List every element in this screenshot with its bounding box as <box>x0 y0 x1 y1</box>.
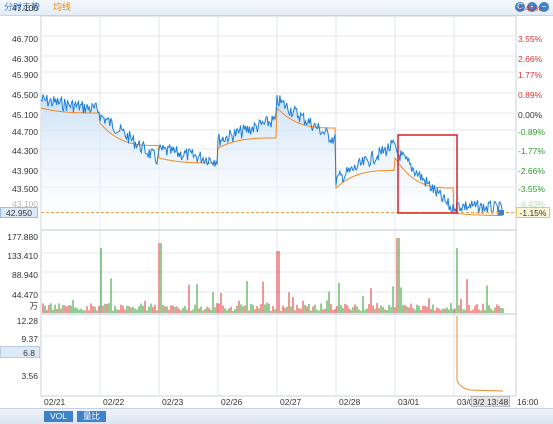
price-tick: 45.900 <box>12 70 38 80</box>
date-tick: 02/26 <box>221 397 243 407</box>
tab-intraday[interactable]: 分时走势 <box>4 2 41 12</box>
percent-tick: -0.89% <box>518 127 545 137</box>
date-tick: 03/01 <box>398 397 420 407</box>
ratio-tick: 12.28 <box>16 316 38 326</box>
date-tick: 02/27 <box>280 397 302 407</box>
percent-tick: 4.43% <box>518 3 543 13</box>
current-price-badge: 42.950 <box>0 207 38 218</box>
date-tick: 03/04 <box>457 397 479 407</box>
tab-volume-ratio[interactable]: 量比 <box>77 411 107 422</box>
zoom-out-icon[interactable]: − <box>539 2 549 12</box>
percent-tick: 0.89% <box>518 90 543 100</box>
volume-ratio-line <box>456 316 504 392</box>
price-area-fill <box>41 95 503 230</box>
percent-tick: 1.77% <box>518 70 543 80</box>
zoom-in-icon[interactable]: + <box>527 2 537 12</box>
volume-tick: 44.470 <box>12 290 38 300</box>
price-tick: 44.700 <box>12 127 38 137</box>
date-tick: 02/21 <box>44 397 66 407</box>
price-tick: 46.700 <box>12 34 38 44</box>
highlight-box <box>397 134 458 214</box>
volume-tick: 133.410 <box>7 251 38 261</box>
end-time-tick: 16:00 <box>517 397 539 407</box>
volume-bars <box>42 238 504 313</box>
price-tick: 46.300 <box>12 54 38 64</box>
tab-average-line[interactable]: 均线 <box>53 2 72 12</box>
price-tick: 45.100 <box>12 110 38 120</box>
date-tick: 02/28 <box>339 397 361 407</box>
refresh-icon[interactable]: C <box>515 2 525 12</box>
volume-tick: 88.940 <box>12 270 38 280</box>
date-tick: 02/22 <box>103 397 125 407</box>
current-percent-badge: -1.15% <box>516 207 550 218</box>
percent-tick: -1.77% <box>518 146 545 156</box>
ratio-tick: 3.56 <box>21 371 38 381</box>
tab-vol[interactable]: VOL <box>44 411 74 422</box>
indicator-tabbar: VOL 量比 <box>0 408 553 424</box>
date-tick: 02/23 <box>162 397 184 407</box>
percent-tick: -4.43% <box>518 199 545 209</box>
percent-tick: 2.66% <box>518 54 543 64</box>
percent-tick: -3.55% <box>518 184 545 194</box>
ratio-tick: 9.37 <box>21 334 38 344</box>
percent-tick: 3.55% <box>518 34 543 44</box>
price-tick: 43.100 <box>12 199 38 209</box>
percent-tick: -2.66% <box>518 166 545 176</box>
volume-tick: 177.880 <box>7 232 38 242</box>
volume-unit: 万 <box>29 301 38 311</box>
percent-tick: 0.00% <box>518 110 543 120</box>
ratio-value-badge: 6.8 <box>0 346 40 358</box>
price-tick: 47.100 <box>12 3 38 13</box>
price-tick: 45.500 <box>12 90 38 100</box>
cursor-time-badge: 3/2 13:48 <box>471 396 510 407</box>
current-price-marker <box>499 210 504 215</box>
price-tick: 43.500 <box>12 184 38 194</box>
price-tick: 43.900 <box>12 166 38 176</box>
price-line <box>40 93 503 216</box>
price-tick: 44.300 <box>12 146 38 156</box>
